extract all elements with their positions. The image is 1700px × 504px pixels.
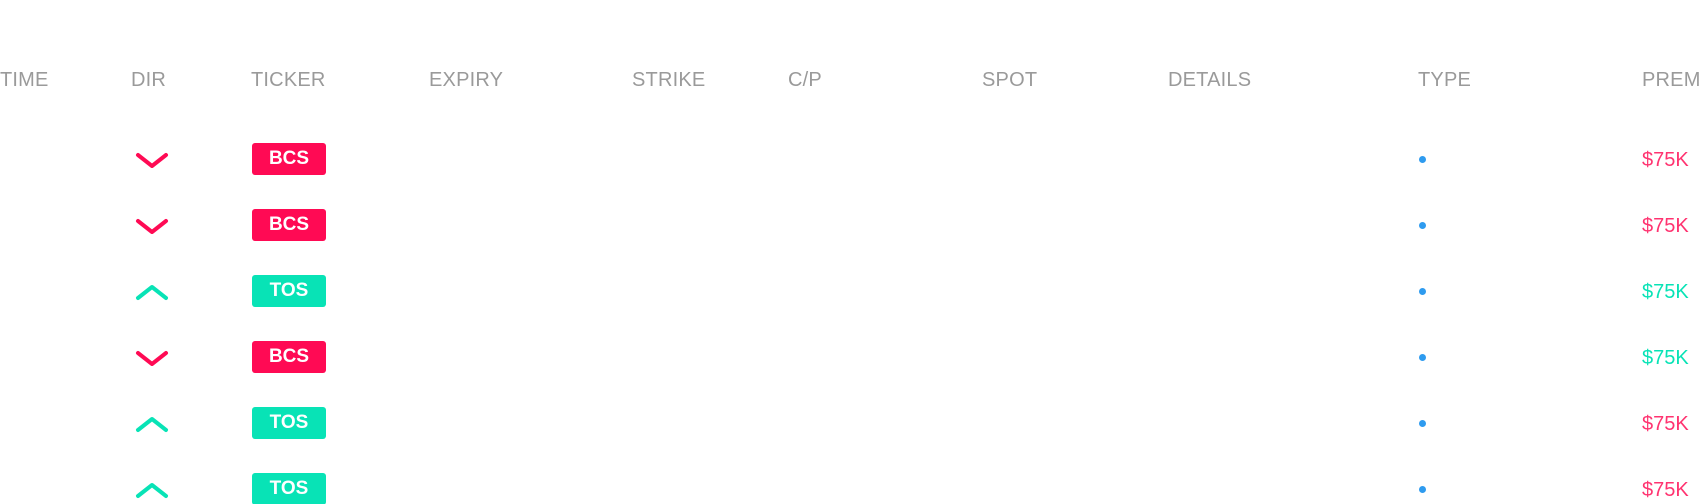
premium-value: $75K <box>1642 479 1689 501</box>
chevron-up-icon <box>132 413 172 437</box>
table-row[interactable]: TOS $75K <box>0 470 1700 504</box>
dot-icon <box>1419 156 1426 163</box>
header-expiry[interactable]: EXPIRY <box>429 69 504 91</box>
premium-value: $75K <box>1642 215 1689 237</box>
table-row[interactable]: BCS $75K <box>0 140 1700 180</box>
ticker-badge[interactable]: TOS <box>252 275 326 307</box>
ticker-badge[interactable]: TOS <box>252 473 326 504</box>
header-time[interactable]: TIME <box>0 69 49 91</box>
table-row[interactable]: BCS $75K <box>0 206 1700 246</box>
premium-value: $75K <box>1642 413 1689 435</box>
chevron-down-icon <box>132 347 172 371</box>
chevron-up-icon <box>132 281 172 305</box>
header-cp[interactable]: C/P <box>788 69 822 91</box>
ticker-badge[interactable]: BCS <box>252 341 326 373</box>
table-row[interactable]: TOS $75K <box>0 272 1700 312</box>
chevron-down-icon <box>132 215 172 239</box>
premium-value: $75K <box>1642 347 1689 369</box>
header-ticker[interactable]: TICKER <box>251 69 326 91</box>
dot-icon <box>1419 486 1426 493</box>
header-type[interactable]: TYPE <box>1418 69 1472 91</box>
ticker-badge[interactable]: BCS <box>252 209 326 241</box>
header-strike[interactable]: STRIKE <box>632 69 706 91</box>
table-row[interactable]: TOS $75K <box>0 404 1700 444</box>
dot-icon <box>1419 354 1426 361</box>
ticker-badge[interactable]: BCS <box>252 143 326 175</box>
chevron-down-icon <box>132 149 172 173</box>
dot-icon <box>1419 288 1426 295</box>
table-header: TIME DIR TICKER EXPIRY STRIKE C/P SPOT D… <box>0 68 1700 92</box>
header-details[interactable]: DETAILS <box>1168 69 1252 91</box>
premium-value: $75K <box>1642 281 1689 303</box>
chevron-up-icon <box>132 479 172 503</box>
header-dir[interactable]: DIR <box>131 69 167 91</box>
ticker-badge[interactable]: TOS <box>252 407 326 439</box>
dot-icon <box>1419 420 1426 427</box>
dot-icon <box>1419 222 1426 229</box>
table-row[interactable]: BCS $75K <box>0 338 1700 378</box>
header-prem[interactable]: PREM <box>1642 69 1700 91</box>
header-spot[interactable]: SPOT <box>982 69 1038 91</box>
premium-value: $75K <box>1642 149 1689 171</box>
